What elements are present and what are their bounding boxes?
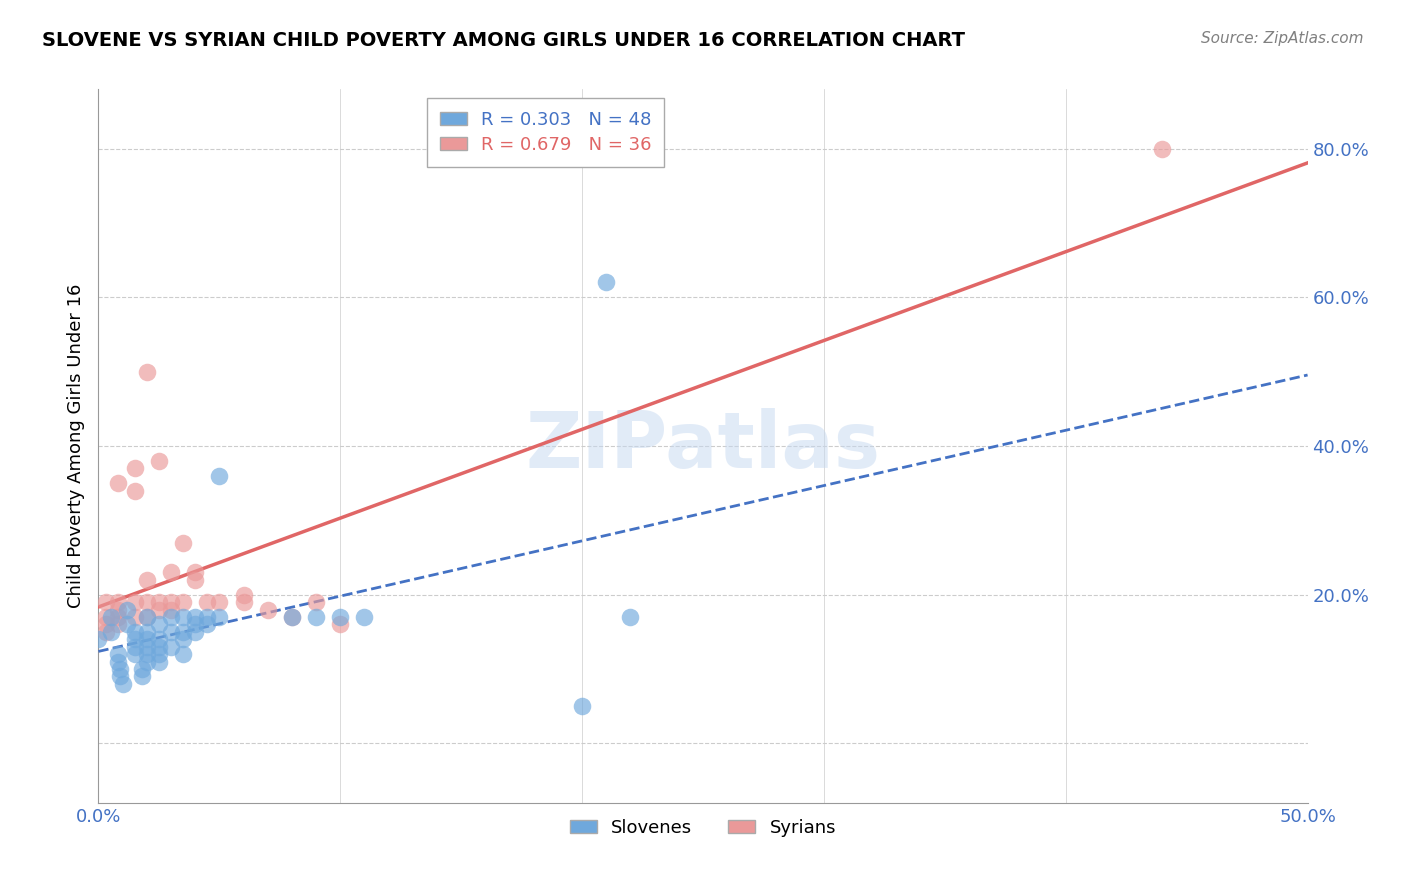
Point [107,476,129,491]
Point [135,640,157,654]
Point [160,566,183,580]
Point [117,617,139,632]
Point [160,624,183,639]
Point [256,602,278,616]
Text: SLOVENE VS SYRIAN CHILD POVERTY AMONG GIRLS UNDER 16 CORRELATION CHART: SLOVENE VS SYRIAN CHILD POVERTY AMONG GI… [42,31,965,50]
Point [184,624,207,639]
Point [160,602,183,616]
Point [131,662,153,676]
Point [184,573,207,587]
Point [148,595,170,609]
Point [131,669,153,683]
Point [108,662,131,676]
Point [124,610,146,624]
Point [135,624,157,639]
Point [148,632,170,647]
Point [148,640,170,654]
Point [208,468,231,483]
Point [305,610,328,624]
Point [124,461,146,475]
Point [208,610,231,624]
Point [184,566,207,580]
Point [148,454,170,468]
Point [232,595,254,609]
Point [107,595,129,609]
Legend: Slovenes, Syrians: Slovenes, Syrians [562,812,844,844]
Point [353,610,375,624]
Text: ZIPatlas: ZIPatlas [526,408,880,484]
Point [595,276,617,290]
Point [135,647,157,661]
Point [172,624,194,639]
Point [619,610,641,624]
Point [148,602,170,616]
Point [305,595,328,609]
Point [94,595,117,609]
Point [107,647,129,661]
Point [1152,142,1174,156]
Point [195,610,218,624]
Point [94,624,117,639]
Point [87,632,110,647]
Point [281,610,304,624]
Point [107,655,129,669]
Point [135,655,157,669]
Point [117,602,139,616]
Point [124,640,146,654]
Point [329,617,352,632]
Point [100,610,122,624]
Point [135,365,157,379]
Point [107,602,129,616]
Point [135,610,157,624]
Point [172,647,194,661]
Point [135,610,157,624]
Point [124,595,146,609]
Point [184,610,207,624]
Point [148,647,170,661]
Point [172,535,194,549]
Point [232,588,254,602]
Point [111,677,134,691]
Point [172,632,194,647]
Point [124,632,146,647]
Point [135,595,157,609]
Point [124,647,146,661]
Point [172,595,194,609]
Text: Source: ZipAtlas.com: Source: ZipAtlas.com [1201,31,1364,46]
Point [571,699,593,714]
Point [135,632,157,647]
Point [108,669,131,683]
Point [329,610,352,624]
Point [184,617,207,632]
Point [160,640,183,654]
Point [148,617,170,632]
Point [94,617,117,632]
Point [94,610,117,624]
Point [160,610,183,624]
Point [148,655,170,669]
Point [195,617,218,632]
Point [160,595,183,609]
Point [100,624,122,639]
Point [135,573,157,587]
Point [107,610,129,624]
Point [107,617,129,632]
Y-axis label: Child Poverty Among Girls Under 16: Child Poverty Among Girls Under 16 [66,284,84,608]
Point [172,610,194,624]
Point [124,624,146,639]
Point [124,483,146,498]
Point [195,595,218,609]
Point [281,610,304,624]
Point [208,595,231,609]
